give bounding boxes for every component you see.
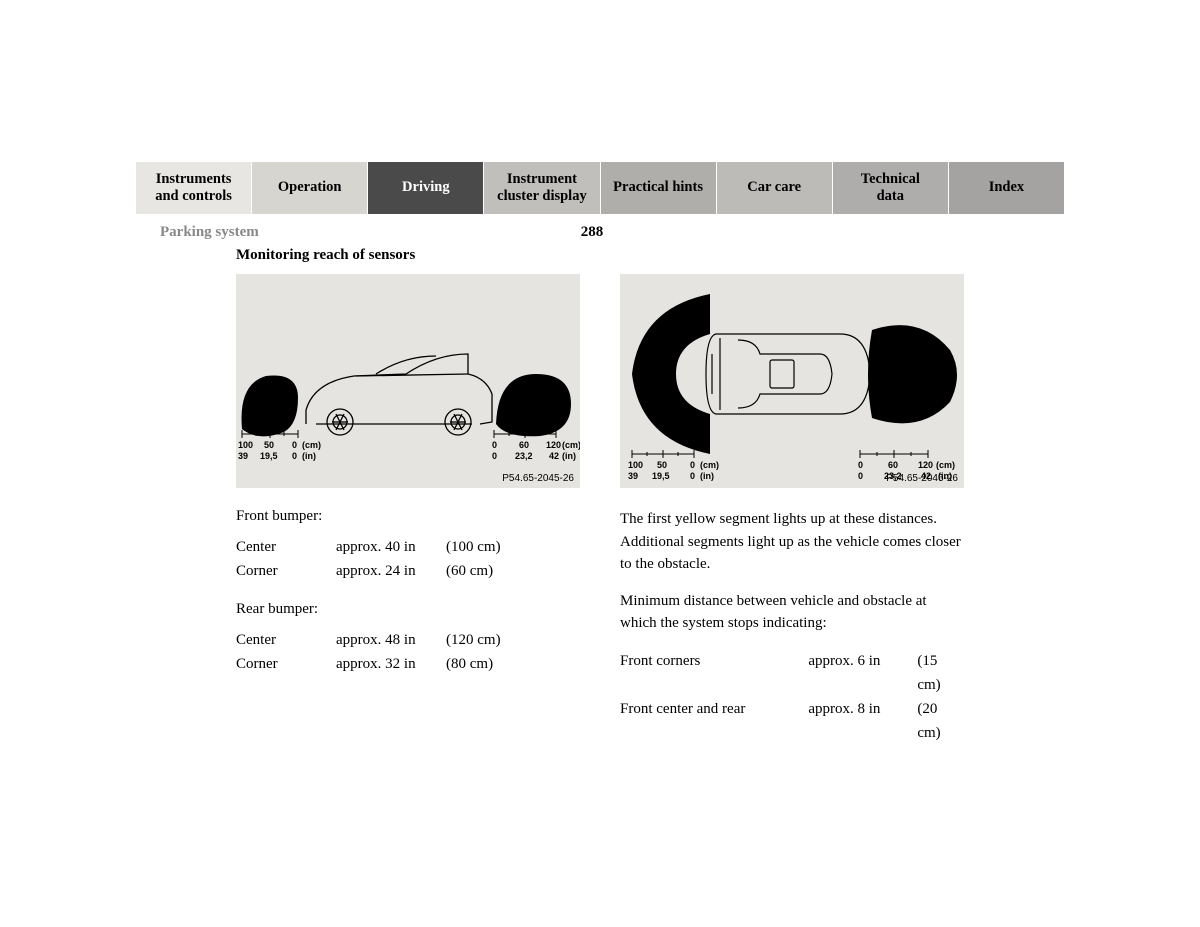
front-bumper-block: Front bumper: Center approx. 40 in (100 … bbox=[236, 508, 580, 583]
scale-text: 0 bbox=[292, 451, 297, 461]
diagram-side-view: 100 50 0 (cm) 39 19,5 0 (in) bbox=[236, 274, 580, 488]
spec-row: Front center and rear approx. 8 in (20 c… bbox=[620, 697, 964, 745]
scale-text: 39 bbox=[238, 451, 248, 461]
spec-label: Corner bbox=[236, 652, 336, 676]
scale-text: 120 bbox=[546, 440, 561, 450]
spec-value-cm: (120 cm) bbox=[446, 628, 501, 652]
scale-text: 0 bbox=[858, 460, 863, 470]
page-number: 288 bbox=[581, 224, 604, 241]
spec-value-cm: (20 cm) bbox=[917, 697, 964, 745]
spec-value-cm: (80 cm) bbox=[446, 652, 493, 676]
scale-text: 50 bbox=[657, 460, 667, 470]
tab-label: Instrumentsand controls bbox=[155, 171, 232, 206]
spec-value-in: approx. 48 in bbox=[336, 628, 446, 652]
scale-text: 100 bbox=[628, 460, 643, 470]
spec-value-cm: (60 cm) bbox=[446, 559, 493, 583]
scale-text: 0 bbox=[492, 440, 497, 450]
scale-text: 0 bbox=[292, 440, 297, 450]
tab-label: Car care bbox=[747, 179, 801, 196]
tab-index[interactable]: Index bbox=[949, 162, 1064, 214]
content: Monitoring reach of sensors bbox=[136, 247, 1064, 763]
tab-practical-hints[interactable]: Practical hints bbox=[601, 162, 717, 214]
spec-row: Front corners approx. 6 in (15 cm) bbox=[620, 649, 964, 697]
tab-car-care[interactable]: Car care bbox=[717, 162, 833, 214]
spec-value-in: approx. 40 in bbox=[336, 535, 446, 559]
tab-label: Index bbox=[989, 179, 1024, 196]
spec-label: Front center and rear bbox=[620, 697, 808, 745]
scale-text: 120 bbox=[918, 460, 933, 470]
rear-bumper-block: Rear bumper: Center approx. 48 in (120 c… bbox=[236, 601, 580, 676]
tab-label: Practical hints bbox=[613, 179, 703, 196]
scale-text: 0 bbox=[690, 471, 695, 481]
tab-operation[interactable]: Operation bbox=[252, 162, 368, 214]
scale-text: 0 bbox=[492, 451, 497, 461]
scale-text: (cm) bbox=[562, 440, 580, 450]
spec-value-in: approx. 32 in bbox=[336, 652, 446, 676]
subheader: Parking system 288 bbox=[136, 214, 1064, 247]
min-distance-block: Front corners approx. 6 in (15 cm) Front… bbox=[620, 649, 964, 745]
scale-text: 19,5 bbox=[652, 471, 670, 481]
scale-text: (in) bbox=[562, 451, 576, 461]
tab-label: Technicaldata bbox=[861, 171, 920, 206]
scale-text: (in) bbox=[700, 471, 714, 481]
spec-row: Corner approx. 24 in (60 cm) bbox=[236, 559, 580, 583]
section-title: Parking system bbox=[160, 224, 259, 241]
scale-text: 19,5 bbox=[260, 451, 278, 461]
scale-text: 60 bbox=[519, 440, 529, 450]
tab-cluster-display[interactable]: Instrumentcluster display bbox=[484, 162, 600, 214]
spec-value-in: approx. 8 in bbox=[808, 697, 917, 745]
car-side-svg: 100 50 0 (cm) 39 19,5 0 (in) bbox=[236, 274, 580, 488]
spec-value-in: approx. 24 in bbox=[336, 559, 446, 583]
page: Instrumentsand controls Operation Drivin… bbox=[136, 162, 1064, 763]
diagram-reference: P54.65-2045-26 bbox=[502, 473, 574, 484]
scale-text: 50 bbox=[264, 440, 274, 450]
spec-row: Center approx. 40 in (100 cm) bbox=[236, 535, 580, 559]
tab-technical-data[interactable]: Technicaldata bbox=[833, 162, 949, 214]
spec-label: Center bbox=[236, 535, 336, 559]
scale-text: (cm) bbox=[302, 440, 321, 450]
scale-text: 39 bbox=[628, 471, 638, 481]
spec-label: Center bbox=[236, 628, 336, 652]
scale-text: (in) bbox=[302, 451, 316, 461]
scale-text: 42 bbox=[549, 451, 559, 461]
spec-row: Corner approx. 32 in (80 cm) bbox=[236, 652, 580, 676]
right-column: 100 50 0 (cm) 39 19,5 0 (in) bbox=[620, 247, 964, 763]
spec-label: Front corners bbox=[620, 649, 808, 697]
scale-text: 23,2 bbox=[515, 451, 533, 461]
scale-text: 0 bbox=[690, 460, 695, 470]
car-top-svg: 100 50 0 (cm) 39 19,5 0 (in) bbox=[620, 274, 964, 488]
content-heading: Monitoring reach of sensors bbox=[236, 247, 580, 264]
scale-text: 100 bbox=[238, 440, 253, 450]
tab-driving[interactable]: Driving bbox=[368, 162, 484, 214]
tab-instruments[interactable]: Instrumentsand controls bbox=[136, 162, 252, 214]
scale-text: 0 bbox=[858, 471, 863, 481]
paragraph: The first yellow segment lights up at th… bbox=[620, 508, 964, 576]
tab-label: Operation bbox=[278, 179, 342, 196]
spec-label: Corner bbox=[236, 559, 336, 583]
scale-text: 60 bbox=[888, 460, 898, 470]
tab-label: Instrumentcluster display bbox=[497, 171, 587, 206]
spec-title: Front bumper: bbox=[236, 508, 580, 525]
diagram-top-view: 100 50 0 (cm) 39 19,5 0 (in) bbox=[620, 274, 964, 488]
spec-title: Rear bumper: bbox=[236, 601, 580, 618]
tab-bar: Instrumentsand controls Operation Drivin… bbox=[136, 162, 1064, 214]
spec-row: Center approx. 48 in (120 cm) bbox=[236, 628, 580, 652]
scale-text: (cm) bbox=[936, 460, 955, 470]
left-column: Monitoring reach of sensors bbox=[236, 247, 580, 763]
tab-label: Driving bbox=[402, 179, 450, 196]
paragraph: Minimum distance between vehicle and obs… bbox=[620, 590, 964, 635]
spec-value-in: approx. 6 in bbox=[808, 649, 917, 697]
spec-value-cm: (15 cm) bbox=[917, 649, 964, 697]
spec-value-cm: (100 cm) bbox=[446, 535, 501, 559]
scale-text: (cm) bbox=[700, 460, 719, 470]
diagram-reference: P54.65-2046-26 bbox=[886, 473, 958, 484]
